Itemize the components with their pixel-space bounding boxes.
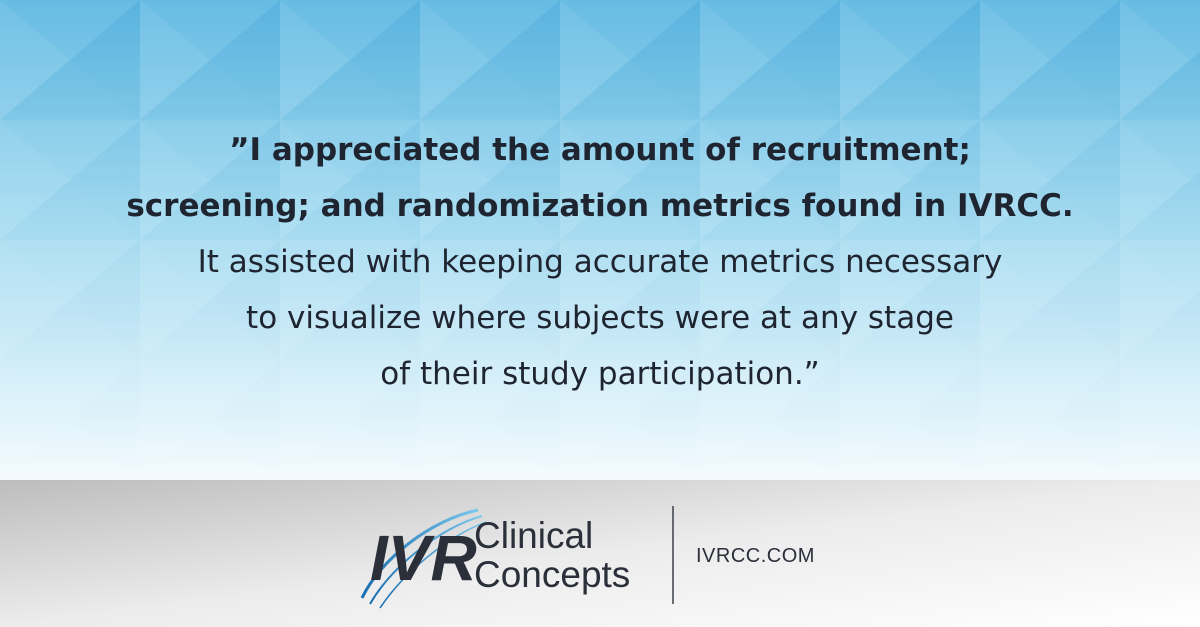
- quote-line: of their study participation.”: [380, 356, 819, 392]
- swoosh: [369, 515, 483, 605]
- footer-band: [0, 480, 1200, 627]
- logo-name: Concepts: [474, 554, 630, 595]
- quote-line: ”I appreciated the amount of recruitment…: [229, 132, 971, 168]
- logo-name: Clinical: [474, 515, 593, 556]
- logo: IVR Clinical Concepts: [360, 508, 630, 609]
- quote-line: It assisted with keeping accurate metric…: [198, 244, 1003, 280]
- swoosh: [379, 521, 487, 609]
- quote-line: to visualize where subjects were at any …: [246, 300, 954, 336]
- website: IVRCC.COM: [696, 545, 815, 567]
- swoosh: [360, 508, 479, 599]
- logo-mark: IVR: [370, 522, 477, 594]
- pattern: [0, 0, 1200, 480]
- quote-line: screening; and randomization metrics fou…: [126, 188, 1073, 224]
